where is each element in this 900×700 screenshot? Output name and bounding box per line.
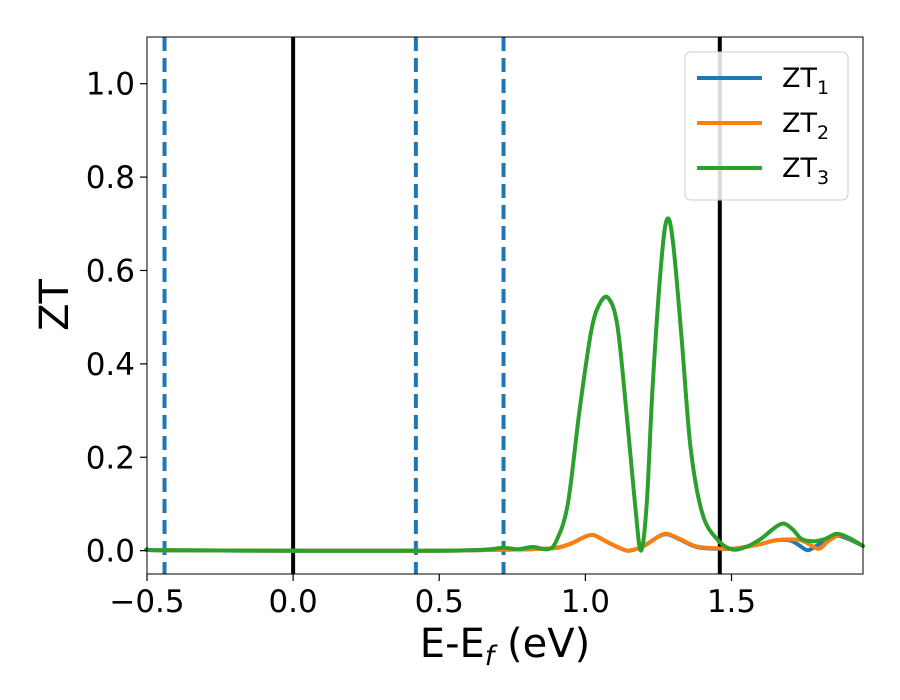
- y-tick-label: 0.4: [86, 347, 135, 383]
- y-axis-label: ZT: [32, 279, 78, 331]
- legend-label-zt3: ZT3: [782, 153, 829, 189]
- legend-label-zt2: ZT2: [782, 108, 829, 144]
- legend: ZT1 ZT2 ZT3: [684, 51, 849, 201]
- plot-area-frame: [146, 36, 864, 575]
- y-tick-label: 1.0: [86, 67, 135, 103]
- series-lines: [144, 216, 865, 553]
- y-tick-label: 0.0: [86, 534, 135, 570]
- legend-box: [684, 51, 849, 201]
- x-axis-label-main: E-E: [420, 621, 485, 667]
- y-tick-label: 0.2: [86, 440, 135, 476]
- x-tick-label: 1.5: [707, 584, 756, 620]
- reference-lines: [162, 37, 722, 574]
- y-tick-label: 0.8: [86, 160, 135, 196]
- axis-ticks: −0.5 0.0 0.5 1.0 1.5 0.0 0.2 0.4 0.6 0.8 1.0: [86, 67, 756, 620]
- x-tick-label: 0.0: [268, 584, 317, 620]
- x-tick-label: 0.5: [415, 584, 464, 620]
- y-tick-label: 0.6: [86, 253, 135, 289]
- x-axis-label: E-Ef (eV): [420, 621, 590, 672]
- x-tick-label: −0.5: [109, 584, 184, 620]
- legend-label-zt1: ZT1: [782, 63, 829, 99]
- x-axis-label-unit: (eV): [494, 621, 590, 667]
- series-line-zt3: [144, 216, 865, 553]
- x-tick-label: 1.0: [561, 584, 610, 620]
